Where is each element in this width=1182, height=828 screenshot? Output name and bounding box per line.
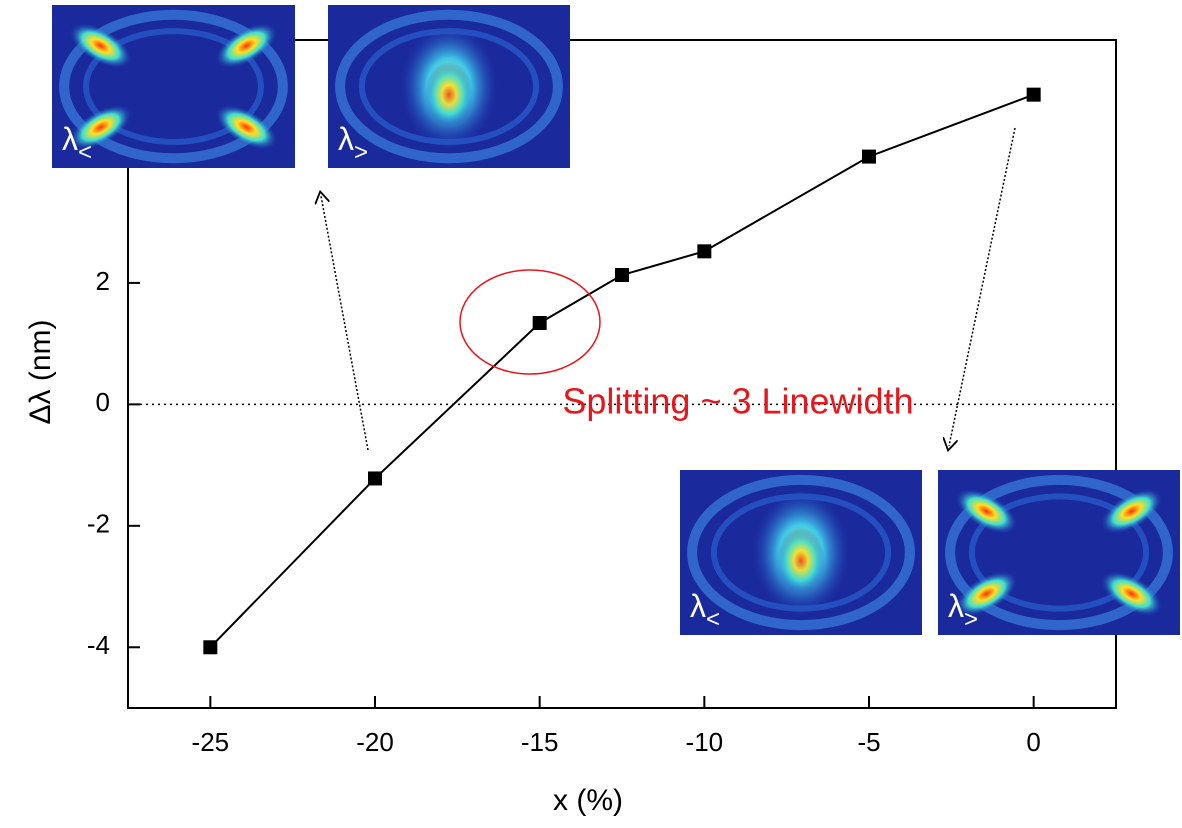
y-tick-label: 2 [96,266,110,296]
inset-ring [968,493,1150,612]
inset-subscript: < [706,606,720,633]
highlight-ellipse [459,269,601,375]
inset-subscript: < [78,139,92,166]
inset-subscript: > [354,139,368,166]
inset-ring [59,9,288,164]
inset-image: λ> [938,470,1180,635]
inset-symbol: λ [62,121,78,157]
x-axis-label: x (%) [553,784,623,817]
data-point [615,268,629,283]
inset-ring [335,9,563,164]
y-axis-label: Δλ (nm) [24,319,57,424]
inset-spot [70,23,132,68]
inset-symbol: λ [338,121,354,157]
data-point [697,244,712,259]
inset-spot [215,23,277,68]
inset-ring [945,474,1173,631]
y-tick-label: -4 [87,630,110,660]
inset-image: λ< [52,5,295,168]
x-tick-label: -20 [356,727,394,757]
data-point [368,471,382,486]
y-tick-label: 0 [96,387,110,417]
annotation: Splitting ~ 3 Linewidth [562,381,913,422]
inset-image: λ< [680,470,922,635]
arrow [949,127,1016,446]
plot-frame [127,39,1117,709]
x-tick-label: 0 [1026,727,1040,757]
data-point [203,640,218,655]
inset-label: λ> [338,121,368,166]
x-tick-label: -5 [857,727,880,757]
x-tick-label: -25 [192,727,230,757]
arrow [321,196,369,451]
inset-image: λ> [328,5,570,168]
x-tick-label: -10 [686,727,724,757]
data-point [862,149,876,164]
inset-label: λ< [690,588,720,633]
inset-spot [1101,571,1163,616]
data-point [1026,87,1041,102]
inset-spot [1101,489,1163,534]
inset-spot [424,62,474,128]
y-tick-label: -2 [87,509,110,539]
inset-subscript: > [964,606,978,633]
inset-spot [955,571,1017,616]
inset-ring [687,474,915,631]
data-point [532,315,547,330]
inset-ring [83,28,264,145]
inset-label: λ> [948,588,978,633]
x-tick-label: -15 [521,727,559,757]
inset-symbol: λ [690,588,706,624]
inset-spot [215,105,277,150]
inset-spot [70,105,132,150]
inset-symbol: λ [948,588,964,624]
inset-spot [955,489,1017,534]
plot-area: -25 -20 -15 -10 -5 0-4-202 [87,87,1116,757]
inset-label: λ< [62,121,92,166]
inset-spot [776,527,826,594]
insets: λ< λ>λ< λ> [52,5,1180,635]
